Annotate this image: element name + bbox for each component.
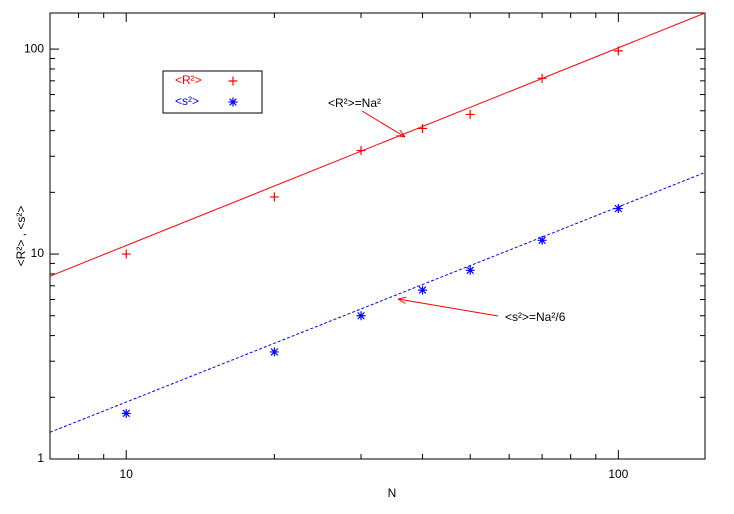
point [356, 146, 366, 156]
point [613, 204, 623, 214]
point [269, 347, 279, 357]
x-axis-label: N [388, 486, 397, 500]
x-tick-label: 100 [608, 467, 628, 481]
plot-frame [49, 12, 706, 460]
fit-line [49, 172, 706, 433]
point [418, 123, 428, 133]
annotation: <s²>=Na²/6 [505, 310, 566, 324]
y-tick-label: 100 [24, 41, 44, 55]
legend-label: <s²> [175, 94, 199, 108]
x-tick-label: 10 [120, 467, 134, 481]
y-tick-label: 10 [31, 246, 45, 260]
point [418, 285, 428, 295]
point [537, 235, 547, 245]
point [465, 109, 475, 119]
point [465, 265, 475, 275]
point [356, 311, 366, 321]
point [613, 46, 623, 56]
annotation: <R²>=Na² [328, 96, 381, 110]
point [121, 249, 131, 259]
y-tick-label: 1 [37, 451, 44, 465]
annotation-arrow [361, 110, 405, 137]
legend-marker [228, 97, 238, 107]
legend-label: <R²> [175, 73, 202, 87]
y-axis-label: <R²> , <s²> [14, 206, 28, 267]
legend-marker [228, 76, 238, 86]
point [537, 73, 547, 83]
fit-line [49, 12, 706, 277]
point [121, 408, 131, 418]
point [269, 192, 279, 202]
legend-box [162, 70, 263, 114]
annotation-arrow [398, 299, 499, 317]
